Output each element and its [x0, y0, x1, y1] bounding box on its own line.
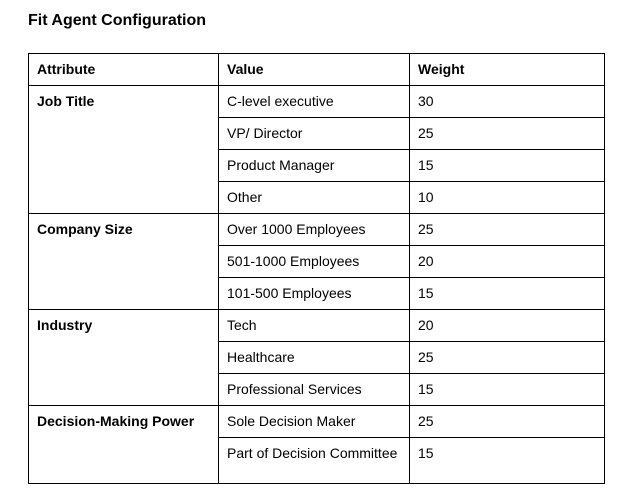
table-row: Product Manager 15 [29, 149, 605, 182]
table-row: 101-500 Employees 15 [29, 277, 605, 310]
table-row: Professional Services 15 [29, 373, 605, 406]
page-title: Fit Agent Configuration [28, 12, 207, 29]
value-cell: C-level executive [218, 85, 410, 118]
attribute-cell: Industry [28, 309, 219, 406]
table-row: Healthcare 25 [29, 341, 605, 374]
weight-cell: 25 [409, 213, 605, 246]
table-row: Industry Tech 20 [28, 309, 605, 406]
table-row: VP/ Director 25 [29, 117, 605, 150]
value-cell: Over 1000 Employees [218, 213, 410, 246]
value-cell: Sole Decision Maker [218, 405, 410, 438]
table-row: Company Size Over 1000 Employees 25 [28, 213, 605, 310]
weight-cell: 10 [409, 181, 605, 214]
table-row: Other 10 [29, 181, 605, 214]
weight-cell: 25 [409, 117, 605, 150]
value-cell: Tech [218, 309, 410, 342]
weight-cell: 15 [409, 437, 605, 484]
column-header-attribute: Attribute [28, 53, 219, 86]
weight-cell: 15 [409, 373, 605, 406]
attribute-cell: Job Title [28, 85, 219, 214]
value-cell: VP/ Director [218, 117, 410, 150]
value-cell: Product Manager [218, 149, 410, 182]
weight-cell: 15 [409, 149, 605, 182]
table-row: Job Title C-level executive 30 [28, 85, 605, 214]
weight-cell: 20 [409, 309, 605, 342]
weight-cell: 20 [409, 245, 605, 278]
value-cell: 101-500 Employees [218, 277, 410, 310]
attribute-cell: Decision-Making Power [28, 405, 219, 484]
column-header-weight: Weight [409, 53, 605, 86]
value-cell: Other [218, 181, 410, 214]
column-header-value: Value [218, 53, 410, 86]
table-row: Decision-Making Power Sole Decision Make… [28, 405, 605, 484]
value-cell: Part of Decision Committee [218, 437, 410, 484]
table-header-row: Attribute Value Weight [28, 53, 605, 86]
weight-cell: 25 [409, 405, 605, 438]
table-row: 501-1000 Employees 20 [29, 245, 605, 278]
weight-cell: 25 [409, 341, 605, 374]
value-cell: Healthcare [218, 341, 410, 374]
weight-cell: 30 [409, 85, 605, 118]
value-cell: 501-1000 Employees [218, 245, 410, 278]
value-cell: Professional Services [218, 373, 410, 406]
table-row: Part of Decision Committee 15 [29, 437, 605, 484]
weight-cell: 15 [409, 277, 605, 310]
fit-agent-configuration-table: Attribute Value Weight Job Title C-level… [28, 53, 605, 484]
attribute-cell: Company Size [28, 213, 219, 310]
